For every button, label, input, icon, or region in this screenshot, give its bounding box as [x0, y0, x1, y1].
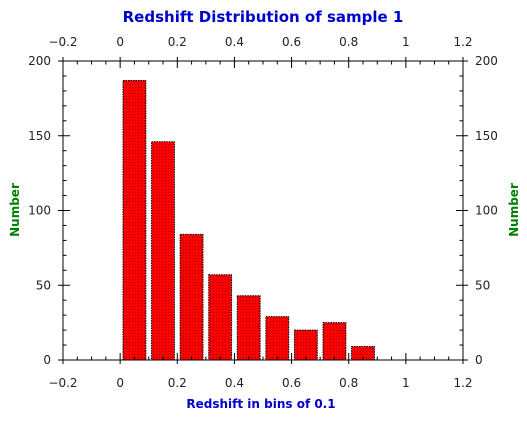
x-tick-label-bottom-0: −0.2 — [48, 376, 77, 390]
axis-ticks — [58, 57, 468, 364]
y-axis-label-left: Number — [8, 183, 22, 237]
histogram-bar-3 — [208, 274, 233, 361]
histogram-bar-5 — [265, 316, 290, 361]
x-tick-label-bottom-7: 1.2 — [453, 376, 472, 390]
x-tick-label-bottom-6: 1 — [402, 376, 410, 390]
x-tick-label-bottom-3: 0.4 — [225, 376, 244, 390]
y-tick-label-right-3: 150 — [475, 129, 498, 143]
x-axis-label: Redshift in bins of 0.1 — [186, 397, 335, 411]
y-tick-label-right-0: 0 — [475, 353, 483, 367]
x-tick-label-top-3: 0.4 — [225, 35, 244, 49]
x-tick-label-bottom-5: 0.8 — [339, 376, 358, 390]
x-tick-label-top-6: 1 — [402, 35, 410, 49]
y-tick-label-left-4: 200 — [28, 54, 51, 68]
y-tick-label-right-1: 50 — [475, 278, 490, 292]
x-tick-label-bottom-4: 0.6 — [282, 376, 301, 390]
histogram-bar-1 — [151, 141, 175, 361]
histogram-bar-7 — [322, 322, 347, 361]
histogram-bar-0 — [122, 79, 147, 361]
x-tick-label-top-2: 0.2 — [168, 35, 187, 49]
y-tick-label-right-2: 100 — [475, 204, 498, 218]
y-tick-label-left-1: 50 — [36, 278, 51, 292]
histogram-bars — [122, 79, 375, 361]
x-tick-label-top-0: −0.2 — [48, 35, 77, 49]
x-tick-label-bottom-1: 0 — [116, 376, 124, 390]
histogram-bar-6 — [293, 329, 318, 361]
y-tick-label-right-4: 200 — [475, 54, 498, 68]
y-axis-label-right: Number — [507, 183, 521, 237]
chart-title: Redshift Distribution of sample 1 — [123, 8, 404, 26]
x-tick-label-top-1: 0 — [116, 35, 124, 49]
axis-tick-labels: −0.2 −0.2 0 0 0.2 0.2 0.4 0.4 0.6 0.6 0.8 0.8 1 1 1.2 1… — [28, 35, 498, 390]
histogram-bar-4 — [236, 295, 261, 361]
x-tick-label-top-5: 0.8 — [339, 35, 358, 49]
x-tick-label-top-7: 1.2 — [453, 35, 472, 49]
x-tick-label-top-4: 0.6 — [282, 35, 301, 49]
y-tick-label-left-3: 150 — [28, 129, 51, 143]
histogram-bar-2 — [179, 233, 204, 361]
x-tick-label-bottom-2: 0.2 — [168, 376, 187, 390]
y-tick-label-left-0: 0 — [43, 353, 51, 367]
y-tick-label-left-2: 100 — [28, 204, 51, 218]
